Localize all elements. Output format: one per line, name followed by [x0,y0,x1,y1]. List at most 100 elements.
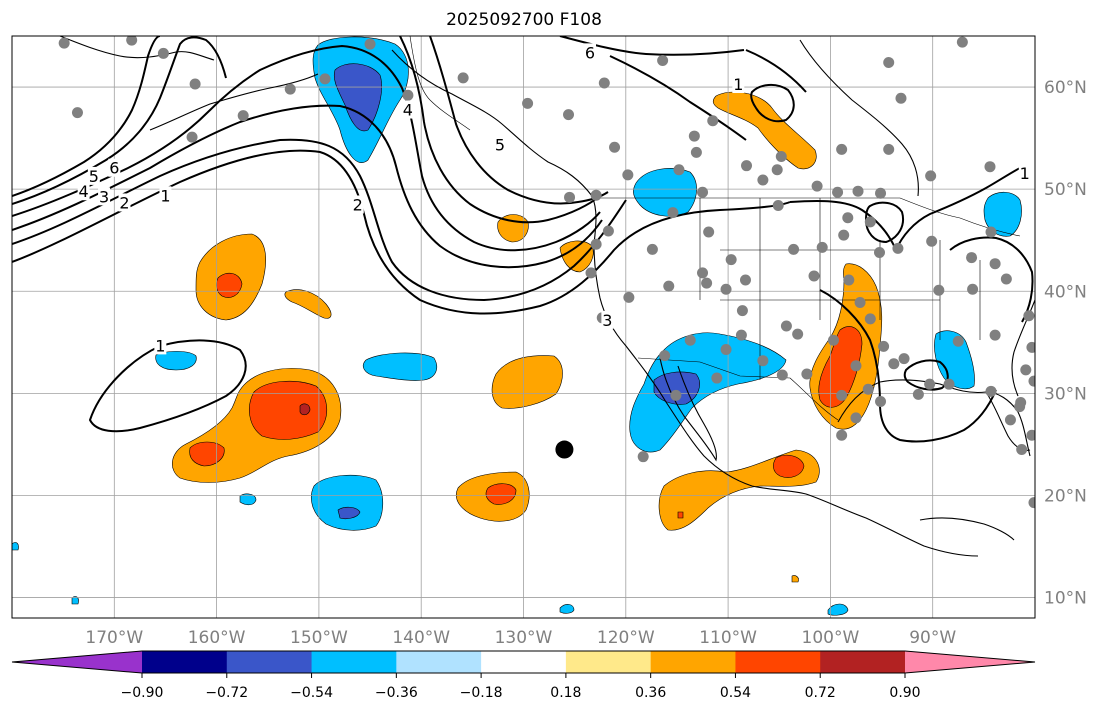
station-dot [622,169,634,181]
station-dot [1000,273,1012,285]
shade-darkblue-gulf-alaska [333,63,382,132]
coast-gulf-mexico [837,379,1031,457]
colorbar-tick-label: −0.54 [290,685,333,701]
station-dot [58,37,70,49]
station-dot [952,335,964,347]
colorbar-tick-label: −0.18 [460,685,503,701]
station-dot [925,170,937,182]
station-dot [663,280,675,292]
station-dot [735,329,747,341]
contour-1-loop-west [88,339,247,433]
shade-orange-tiny [791,575,799,583]
station-dot [609,141,621,153]
lon-tick-label: 90°W [909,628,956,648]
shade-blue-8n-102w [827,603,849,616]
lon-tick-label: 130°W [495,628,553,648]
station-dot [895,92,907,104]
station-dot [878,340,890,352]
shade-blue-hawaii [239,493,257,506]
station-dot [912,388,924,400]
colorbar-tick-label: −0.90 [121,685,164,701]
contour-1-north [609,49,807,141]
colorbar-tick-label: 0.72 [805,685,836,701]
station-dot [836,429,848,441]
station-dot [757,355,769,367]
contour-label: 5 [89,167,99,186]
lat-tick-label: 60°N [1044,78,1087,98]
contour-label-bg [351,195,364,214]
gridlines [12,36,1035,618]
station-dot [522,97,534,109]
station-dot [1028,375,1035,387]
map-border [11,35,1036,619]
station-dot [657,55,669,67]
coast-hudson [799,39,919,197]
station-dot [875,187,887,199]
contour-label-bg [601,310,614,329]
station-dot [739,274,751,286]
station-dot [967,283,979,295]
contour-label-bg [1018,163,1031,182]
station-dot [966,252,978,264]
station-dot [736,305,748,317]
shade-blue-gulfcoast [934,330,975,390]
station-dot [637,451,649,463]
contour-1-greatlakes [949,236,1034,323]
station-dot [933,284,945,296]
colorbar-segment [226,651,313,673]
shade-blue-greatlakes [983,191,1022,237]
shade-blue-southwest [629,332,787,453]
shade-blue-tiny-left [12,542,19,551]
figure-title: 2025092700 F108 [446,10,602,30]
contour-label: 1 [160,186,170,205]
contour-label: 5 [495,135,505,154]
station-dot [707,115,719,127]
coast-cuba [919,517,1015,541]
contour-label: 2 [353,195,363,214]
contour-label: 4 [403,101,413,120]
station-dot [827,334,839,346]
contour-1-west [12,149,791,315]
station-dot [602,225,614,237]
shade-darkred-subtropical [299,403,311,416]
station-dot [590,238,602,250]
station-dot [157,47,169,59]
lon-tick-label: 150°W [290,628,348,648]
station-dot [667,207,679,219]
shade-red-subtropical-w [189,441,225,467]
shade-orange-prairie [712,91,817,170]
station-dot [850,360,862,372]
contour-label: 6 [109,159,119,178]
station-dot [808,270,820,282]
station-dot [646,243,658,255]
station-dot [690,146,702,158]
station-dot [1026,341,1035,353]
station-markers [58,36,1035,509]
contour-6 [12,36,745,205]
station-dot [720,283,732,295]
colorbar-segment [735,651,821,673]
station-dot [1015,397,1027,409]
station-dot [697,267,709,279]
shade-orange-wisp [284,289,332,319]
lat-tick-label: 50°N [1044,180,1087,200]
colorbar-tick-label: 0.36 [635,685,666,701]
coast-aleutians [149,73,319,131]
lat-tick-label: 30°N [1044,384,1087,404]
station-dot [720,343,732,355]
station-dot [989,329,1001,341]
shade-red-mexico-small [677,511,684,519]
station-dot [780,320,792,332]
station-dot [836,389,848,401]
station-dot [1016,444,1028,456]
station-dot [457,72,469,84]
station-dot [801,368,813,380]
station-dot [850,412,862,424]
station-dot [864,216,876,228]
coastlines [59,36,1035,557]
station-dot [563,109,575,121]
colorbar-segment [565,651,652,673]
contour-label-bg [108,158,121,177]
